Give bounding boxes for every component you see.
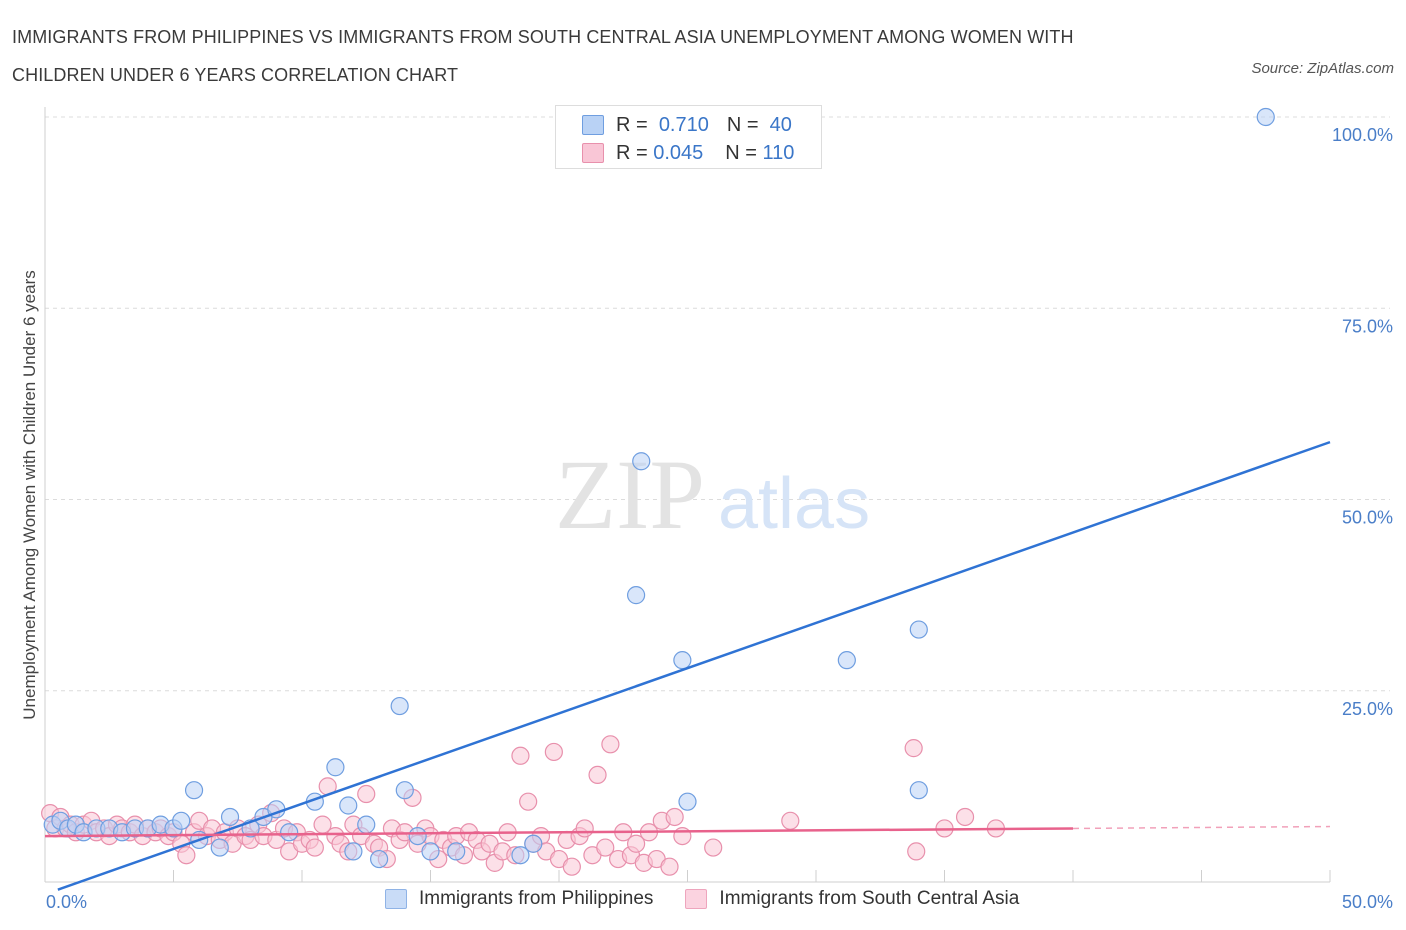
philippines-point bbox=[837, 651, 856, 670]
source-label: Source: ZipAtlas.com bbox=[1251, 60, 1394, 77]
south-central-asia-point bbox=[544, 742, 563, 762]
south-central-asia-point bbox=[177, 846, 196, 865]
philippines-point bbox=[909, 620, 928, 639]
philippines-point bbox=[511, 846, 530, 865]
philippines-point bbox=[357, 815, 376, 834]
south-central-asia-point bbox=[519, 792, 538, 811]
philippines-point bbox=[326, 758, 345, 777]
series-legend: Immigrants from Philippines Immigrants f… bbox=[385, 888, 1051, 910]
south-central-asia-point bbox=[626, 834, 646, 853]
philippines-legend-swatch bbox=[385, 889, 407, 909]
y-axis-label: Unemployment Among Women with Children U… bbox=[20, 270, 39, 719]
philippines-point bbox=[524, 834, 543, 853]
watermark-atlas: atlas bbox=[718, 464, 870, 544]
south-central-asia-point bbox=[907, 842, 926, 861]
south-central-asia-point bbox=[562, 857, 581, 876]
philippines-point bbox=[673, 651, 692, 670]
labels-layer: 25.0% 50.0% 75.0% 100.0% 0.0% 50.0% bbox=[46, 125, 1393, 912]
philippines-point bbox=[390, 696, 409, 716]
philippines-point bbox=[344, 842, 363, 861]
philippines-point bbox=[909, 781, 928, 800]
philippines-point bbox=[1256, 107, 1275, 127]
y-tick-label: 25.0% bbox=[1342, 699, 1393, 719]
philippines-point bbox=[626, 586, 646, 605]
legend-item-philippines: Immigrants from Philippines bbox=[385, 888, 653, 910]
y-tick-label: 75.0% bbox=[1342, 316, 1393, 336]
philippines-point bbox=[280, 823, 299, 842]
philippines-point bbox=[395, 781, 414, 800]
south-central-asia-point bbox=[511, 746, 530, 765]
south-central-asia-point bbox=[596, 838, 615, 857]
stats-row-philippines: R = 0.710 N = 40 bbox=[582, 111, 792, 139]
south-central-asia-point bbox=[588, 765, 607, 785]
philippines-point bbox=[339, 796, 358, 815]
philippines-point bbox=[632, 452, 651, 471]
legend-south-central-asia-label: Immigrants from South Central Asia bbox=[719, 888, 1020, 909]
y-tick-label: 100.0% bbox=[1332, 125, 1393, 145]
south-central-asia-point bbox=[665, 807, 684, 827]
n-label: N = bbox=[725, 141, 757, 164]
philippines-point bbox=[184, 781, 204, 800]
south-central-asia-point bbox=[575, 819, 594, 838]
south-central-asia-swatch bbox=[582, 143, 604, 163]
legend-item-south-central-asia: Immigrants from South Central Asia bbox=[685, 888, 1019, 910]
r-label: R = bbox=[616, 141, 648, 164]
legend-philippines-label: Immigrants from Philippines bbox=[419, 888, 654, 909]
x-tick-label-min: 0.0% bbox=[46, 892, 87, 912]
n-label: N = bbox=[726, 113, 759, 136]
r-label: R = bbox=[616, 113, 648, 136]
philippines-point bbox=[210, 838, 229, 857]
axis-layer bbox=[44, 107, 1331, 883]
south-central-asia-legend-swatch bbox=[685, 889, 708, 909]
philippines-point bbox=[421, 842, 440, 861]
philippines-r-value: 0.710 bbox=[658, 113, 709, 136]
philippines-point bbox=[370, 849, 389, 869]
south-central-asia-n-value: 110 bbox=[762, 141, 795, 164]
watermark-zip: ZIP bbox=[555, 439, 705, 550]
stats-row-south-central-asia: R = 0.045 N = 110 bbox=[582, 139, 794, 167]
philippines-trend-line bbox=[57, 440, 1331, 891]
grid-layer bbox=[45, 116, 1390, 692]
stats-legend: R = 0.710 N = 40 R = 0.045 N = 110 bbox=[555, 105, 822, 169]
south-central-asia-point bbox=[601, 735, 620, 754]
chart-title: IMMIGRANTS FROM PHILIPPINES VS IMMIGRANT… bbox=[12, 27, 1074, 85]
south-central-asia-point bbox=[955, 807, 975, 827]
south-central-asia-point bbox=[305, 838, 324, 857]
x-tick-label-max: 50.0% bbox=[1342, 892, 1393, 912]
watermark: ZIP atlas bbox=[555, 439, 870, 550]
philippines-point bbox=[220, 807, 240, 827]
philippines-swatch bbox=[582, 115, 604, 135]
south-central-asia-point bbox=[781, 811, 800, 830]
philippines-point bbox=[678, 792, 697, 811]
philippines-n-value: 40 bbox=[769, 113, 792, 136]
trend-layer bbox=[44, 440, 1331, 891]
south-central-asia-point bbox=[660, 857, 679, 876]
south-central-asia-r-value: 0.045 bbox=[653, 141, 704, 164]
south-central-asia-point bbox=[357, 784, 376, 804]
south-central-asia-trend-line-extension bbox=[1072, 825, 1331, 830]
south-central-asia-point bbox=[704, 838, 723, 857]
philippines-point bbox=[408, 826, 427, 846]
y-tick-label: 50.0% bbox=[1342, 508, 1393, 528]
philippines-point bbox=[447, 842, 466, 861]
philippines-point bbox=[172, 811, 191, 830]
south-central-asia-trend-line bbox=[44, 827, 1074, 838]
south-central-asia-point bbox=[904, 739, 923, 758]
